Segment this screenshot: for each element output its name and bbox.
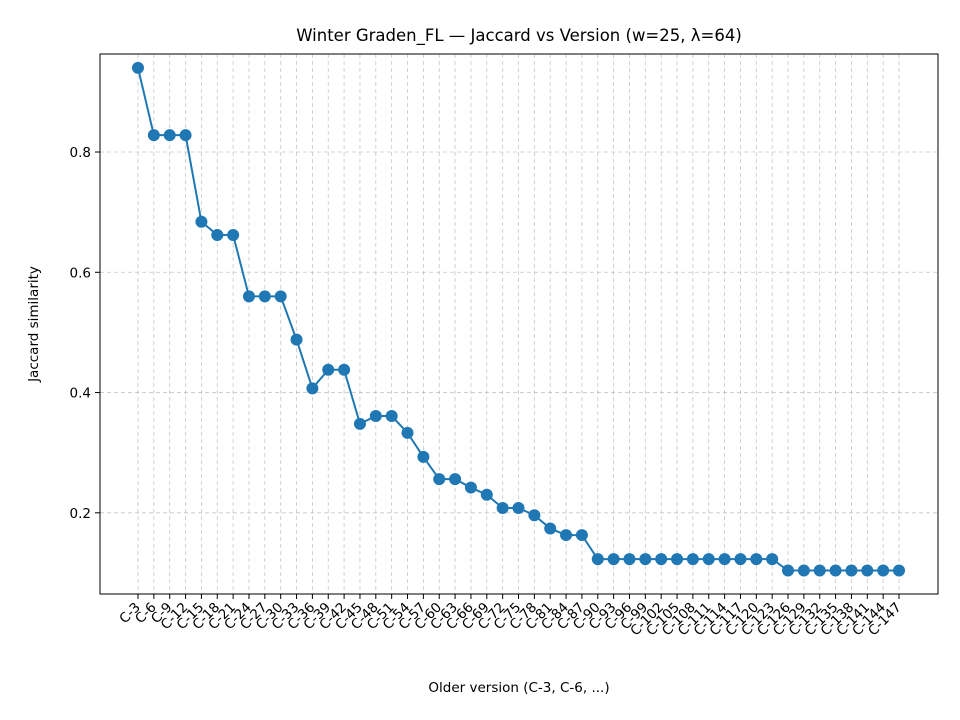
data-point — [591, 553, 604, 566]
y-tick-label: 0.4 — [70, 386, 91, 402]
data-point — [369, 410, 382, 423]
data-point — [512, 502, 525, 515]
y-tick-label: 0.2 — [70, 506, 91, 522]
data-point — [353, 417, 366, 430]
data-point — [227, 229, 240, 242]
data-point — [829, 564, 842, 577]
data-point — [782, 564, 795, 577]
x-axis-label: Older version (C-3, C-6, ...) — [428, 680, 609, 696]
data-point — [163, 129, 176, 142]
data-point — [322, 363, 335, 376]
data-point — [449, 473, 462, 486]
data-point — [575, 529, 588, 542]
y-tick-label: 0.8 — [70, 145, 91, 161]
data-point — [290, 333, 303, 346]
data-point — [195, 215, 208, 228]
y-tick-label: 0.6 — [70, 265, 91, 281]
data-point — [718, 553, 731, 566]
data-point — [686, 553, 699, 566]
data-point — [211, 229, 224, 242]
data-point — [147, 129, 160, 142]
data-point — [655, 553, 668, 566]
data-point — [480, 488, 493, 501]
data-point — [274, 290, 287, 303]
data-point — [496, 502, 509, 515]
data-point — [179, 129, 192, 142]
data-point — [734, 553, 747, 566]
data-point — [417, 450, 430, 463]
data-point — [766, 553, 779, 566]
y-axis-label: Jaccard similarity — [26, 266, 42, 383]
data-point — [258, 290, 271, 303]
data-point — [464, 481, 477, 494]
data-point — [750, 553, 763, 566]
data-point — [861, 564, 874, 577]
data-point — [623, 553, 636, 566]
data-point — [306, 382, 319, 395]
data-point — [560, 529, 573, 542]
data-point — [671, 553, 684, 566]
series-layer — [132, 61, 905, 577]
data-point — [242, 290, 255, 303]
data-point — [702, 553, 715, 566]
data-point — [544, 522, 557, 535]
data-point — [433, 473, 446, 486]
data-point — [528, 509, 541, 522]
data-point — [607, 553, 620, 566]
data-point — [845, 564, 858, 577]
data-point — [639, 553, 652, 566]
data-point — [401, 426, 414, 439]
chart-title: Winter Graden_FL — Jaccard vs Version (w… — [296, 26, 742, 46]
data-point — [338, 363, 351, 376]
grid-layer — [100, 54, 938, 594]
data-point — [132, 61, 144, 74]
data-point — [893, 564, 905, 577]
data-point — [385, 410, 398, 423]
data-point — [813, 564, 826, 577]
data-point — [797, 564, 810, 577]
data-point — [877, 564, 890, 577]
